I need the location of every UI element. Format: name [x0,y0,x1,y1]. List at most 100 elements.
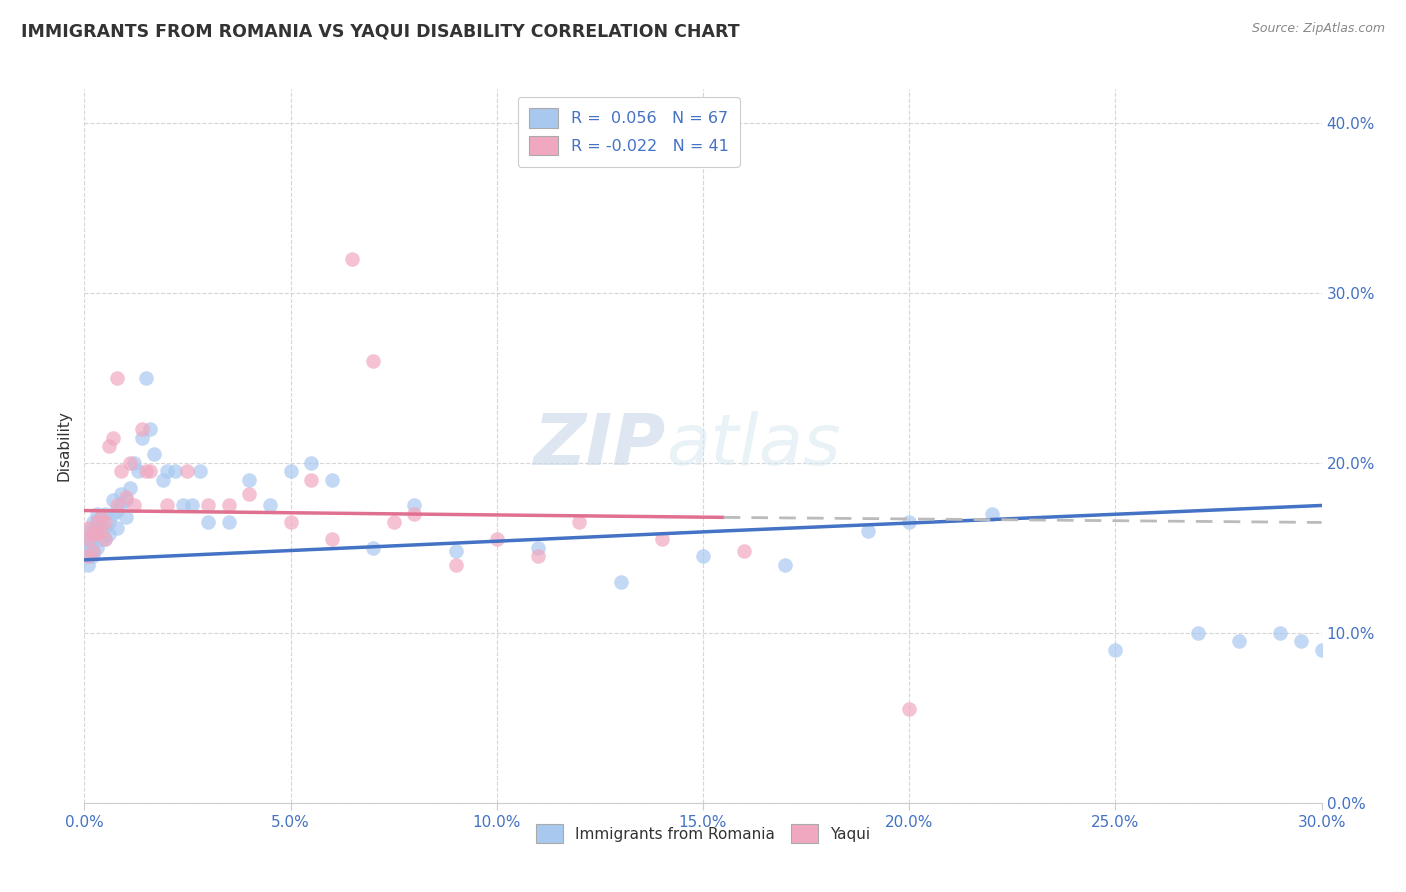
Point [86,516,108,530]
Point [122,499,145,513]
Point [82,549,104,564]
Point [176,465,198,479]
Point [156,465,179,479]
Point [77,533,100,547]
Point [105,499,128,513]
Point [82,524,104,538]
Point [110,499,132,513]
Point [77,520,100,534]
Point [568,516,591,530]
Point [82,533,104,547]
Point [94,516,117,530]
Point [280,465,302,479]
Point [98,527,121,541]
Point [86,527,108,541]
Point [105,371,128,385]
Point [259,499,281,513]
Point [139,422,162,436]
Point [1227,634,1250,648]
Point [131,430,153,444]
Point [135,371,157,385]
Point [980,507,1002,521]
Point [86,507,108,521]
Point [188,465,211,479]
Point [110,465,132,479]
Point [404,507,426,521]
Point [775,558,797,572]
Point [90,510,112,524]
Point [527,549,550,564]
Point [218,499,240,513]
Point [361,541,384,555]
Point [94,520,117,534]
Point [856,524,879,538]
Point [238,486,260,500]
Point [103,430,125,444]
Point [218,516,240,530]
Text: ZIP: ZIP [534,411,666,481]
Legend: Immigrants from Romania, Yaqui: Immigrants from Romania, Yaqui [526,815,880,852]
Point [98,439,121,453]
Point [197,499,219,513]
Point [172,499,194,513]
Point [114,493,136,508]
Point [299,473,322,487]
Y-axis label: Disability: Disability [56,410,72,482]
Point [86,527,108,541]
Point [77,533,100,547]
Point [238,473,260,487]
Point [86,541,108,555]
Point [86,516,108,530]
Point [77,549,100,564]
Point [90,533,112,547]
Text: IMMIGRANTS FROM ROMANIA VS YAQUI DISABILITY CORRELATION CHART: IMMIGRANTS FROM ROMANIA VS YAQUI DISABIL… [21,22,740,40]
Point [382,516,405,530]
Point [139,465,162,479]
Point [127,465,149,479]
Point [103,493,125,508]
Point [114,510,136,524]
Point [105,520,128,534]
Point [94,533,117,547]
Point [156,499,179,513]
Point [280,516,302,530]
Point [110,486,132,500]
Point [444,544,467,558]
Point [118,482,141,496]
Point [77,524,100,538]
Point [180,499,202,513]
Point [404,499,426,513]
Point [1104,643,1126,657]
Text: atlas: atlas [666,411,841,481]
Point [1310,643,1333,657]
Point [82,544,104,558]
Point [527,541,550,555]
Point [82,527,104,541]
Point [90,510,112,524]
Text: Source: ZipAtlas.com: Source: ZipAtlas.com [1251,22,1385,36]
Point [1187,626,1209,640]
Point [131,422,153,436]
Point [733,544,755,558]
Point [90,520,112,534]
Point [77,549,100,564]
Point [485,533,508,547]
Point [143,448,166,462]
Point [342,252,364,266]
Point [94,533,117,547]
Point [98,516,121,530]
Point [1270,626,1292,640]
Point [361,354,384,368]
Point [898,702,921,716]
Point [94,507,117,521]
Point [898,516,921,530]
Point [321,473,343,487]
Point [609,574,631,589]
Point [77,541,100,555]
Point [444,558,467,572]
Point [152,473,174,487]
Point [299,456,322,470]
Point [1289,634,1312,648]
Point [82,544,104,558]
Point [114,490,136,504]
